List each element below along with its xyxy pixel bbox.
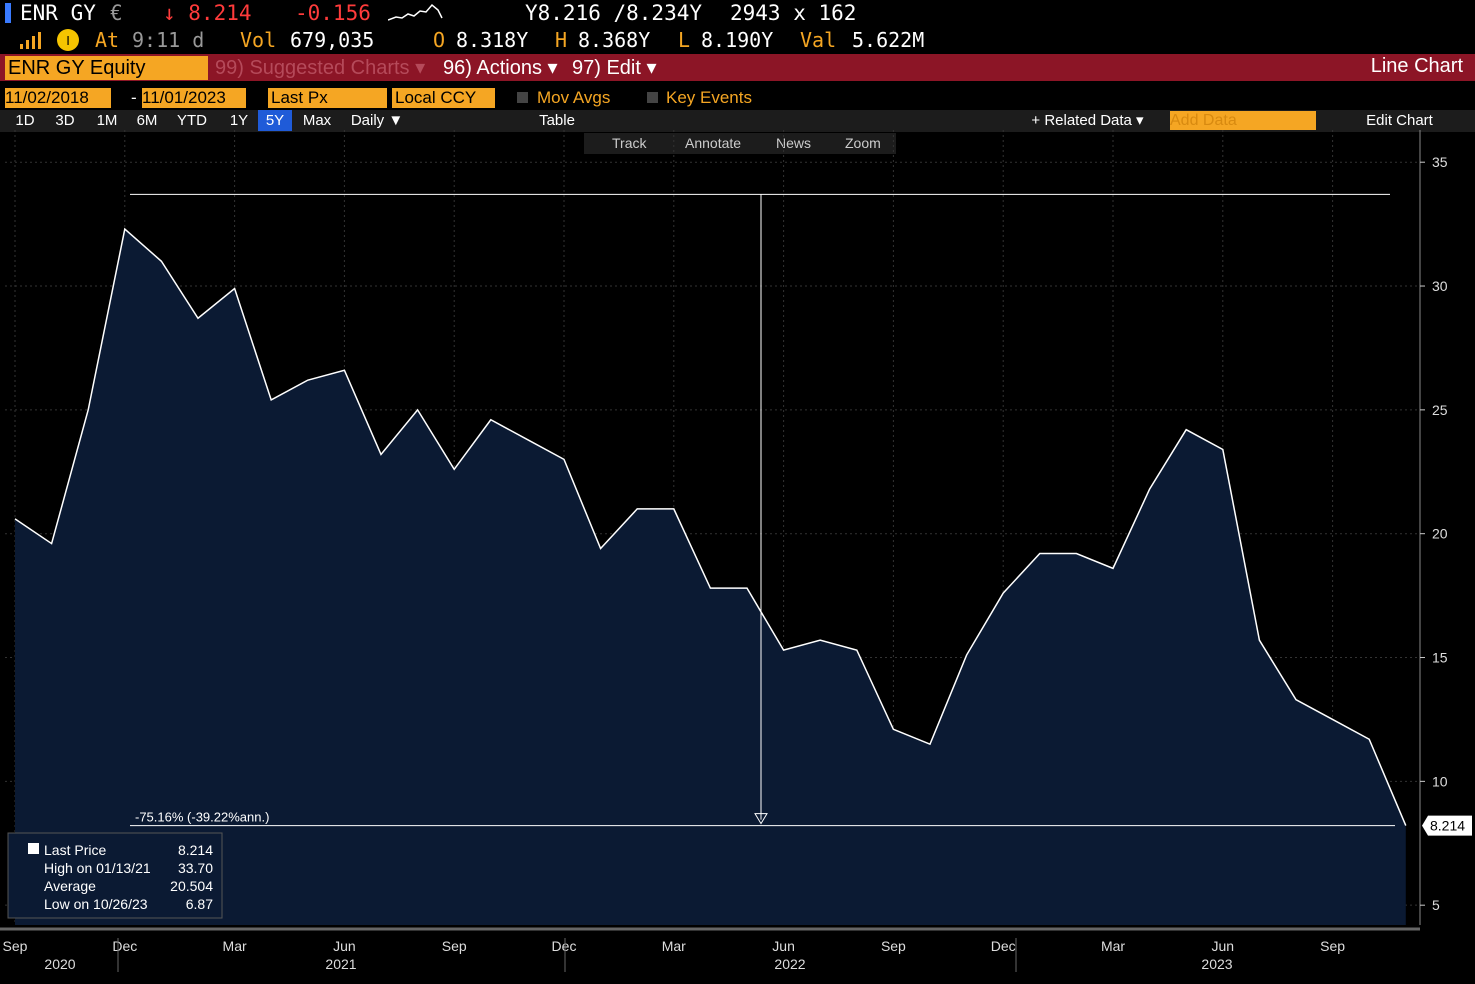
y-tick-label: 15 — [1432, 650, 1448, 666]
x-tick-label: Sep — [881, 938, 906, 954]
x-tick-label: Mar — [662, 938, 686, 954]
related[interactable]: + Related Data ▾ — [1031, 112, 1144, 129]
x-tick-label: Dec — [991, 938, 1016, 954]
vol-label: Vol — [240, 28, 277, 52]
time: 9:11 d — [132, 28, 205, 52]
low: 8.190Y — [701, 28, 774, 52]
tool-strip — [584, 133, 896, 154]
y-tick-label: 30 — [1432, 278, 1448, 294]
x-tick-label: Sep — [442, 938, 467, 954]
field[interactable]: Last Px — [268, 88, 387, 108]
x-tick-label: Mar — [223, 938, 247, 954]
ticker: ENR GY — [20, 1, 96, 25]
x-tick-label: Dec — [112, 938, 137, 954]
line — [14, 227, 1407, 826]
tool[interactable]: Zoom — [845, 135, 881, 151]
dash: - — [131, 88, 137, 107]
val-label: Val — [800, 28, 837, 52]
annotation: -75.16% (-39.22%ann.) — [135, 810, 269, 825]
bid-ask: Y8.216 /8.234Y — [525, 1, 703, 25]
tool[interactable]: Annotate — [685, 135, 741, 151]
currency: € — [110, 1, 123, 25]
x-tick-label: Dec — [552, 938, 577, 954]
add-data[interactable]: Add Data — [1170, 111, 1316, 130]
period-button[interactable]: YTD — [177, 112, 207, 129]
period-button[interactable]: Max — [302, 112, 332, 129]
ccy[interactable]: Local CCY — [392, 88, 495, 108]
last-label: 8.214 — [1430, 818, 1465, 834]
menu-bar — [0, 54, 1475, 81]
period-button[interactable]: 5Y — [258, 110, 292, 131]
icons: I — [20, 29, 79, 51]
legend-name: Low on 10/26/23 — [44, 896, 148, 912]
legend-name: Average — [44, 878, 96, 894]
last: ↓ 8.214 — [163, 1, 252, 25]
year-label: 2020 — [44, 956, 75, 972]
svg-text:I: I — [66, 33, 70, 48]
legend-value: 6.87 — [186, 896, 213, 912]
legend-value: 33.70 — [178, 860, 213, 876]
period-button[interactable]: 3D — [55, 112, 75, 129]
area — [15, 229, 1406, 925]
tool[interactable]: News — [776, 135, 811, 151]
suggested[interactable]: 99) Suggested Charts ▾ — [215, 57, 426, 79]
x-tick-label: Sep — [1320, 938, 1345, 954]
edit[interactable]: 97) Edit ▾ — [572, 57, 657, 79]
year-label: 2022 — [774, 956, 805, 972]
y-tick-label: 35 — [1432, 154, 1448, 170]
low-label: L — [678, 28, 691, 52]
period-button[interactable]: 1Y — [229, 112, 249, 129]
view-name: Line Chart — [1370, 55, 1463, 77]
start-date[interactable]: 11/02/2018 — [5, 88, 111, 108]
open: 8.318Y — [456, 28, 529, 52]
legend-name: High on 01/13/21 — [44, 860, 151, 876]
y-tick-label: 25 — [1432, 402, 1448, 418]
marker — [5, 3, 11, 23]
high-label: H — [555, 28, 568, 52]
toolbar — [0, 110, 1475, 132]
legend-value: 20.504 — [170, 878, 213, 894]
x-tick-label: Jun — [772, 938, 795, 954]
x-tick-label: Mar — [1101, 938, 1125, 954]
legend-name: Last Price — [44, 842, 106, 858]
checkbox[interactable] — [517, 92, 528, 103]
end-date[interactable]: 11/01/2023 — [142, 88, 246, 108]
table[interactable]: Table — [539, 112, 575, 129]
year-label: 2023 — [1201, 956, 1232, 972]
period-button[interactable]: 1D — [15, 112, 35, 129]
price-tag — [1422, 815, 1472, 836]
tool[interactable]: Track — [612, 135, 647, 151]
edit-chart[interactable]: Edit Chart — [1366, 112, 1433, 129]
y-tick-label: 10 — [1432, 773, 1448, 789]
high: 8.368Y — [578, 28, 651, 52]
checkbox[interactable] — [647, 92, 658, 103]
change: -0.156 — [295, 1, 371, 25]
freq[interactable]: Daily ▼ — [350, 112, 404, 129]
x-tick-label: Jun — [1212, 938, 1235, 954]
size: 2943 x 162 — [730, 1, 857, 25]
key-events[interactable]: Key Events — [666, 88, 752, 107]
at-label: At — [95, 28, 120, 52]
x-tick-label: Jun — [333, 938, 356, 954]
vol: 679,035 — [290, 28, 375, 52]
arrow-head — [754, 813, 768, 825]
sparkline — [388, 3, 443, 21]
year-label: 2021 — [325, 956, 356, 972]
mov-avgs[interactable]: Mov Avgs — [537, 88, 611, 107]
period-button[interactable]: 6M — [136, 112, 158, 129]
y-tick-label: 20 — [1432, 526, 1448, 542]
security[interactable]: ENR GY Equity — [5, 56, 208, 80]
val: 5.622M — [852, 28, 925, 52]
legend-swatch — [28, 843, 39, 854]
x-tick-label: Sep — [3, 938, 28, 954]
open-label: O — [433, 28, 446, 52]
actions[interactable]: 96) Actions ▾ — [443, 57, 558, 79]
y-tick-label: 5 — [1432, 897, 1440, 913]
period-button[interactable]: 1M — [96, 112, 118, 129]
legend-box — [7, 832, 223, 919]
legend-value: 8.214 — [178, 842, 213, 858]
